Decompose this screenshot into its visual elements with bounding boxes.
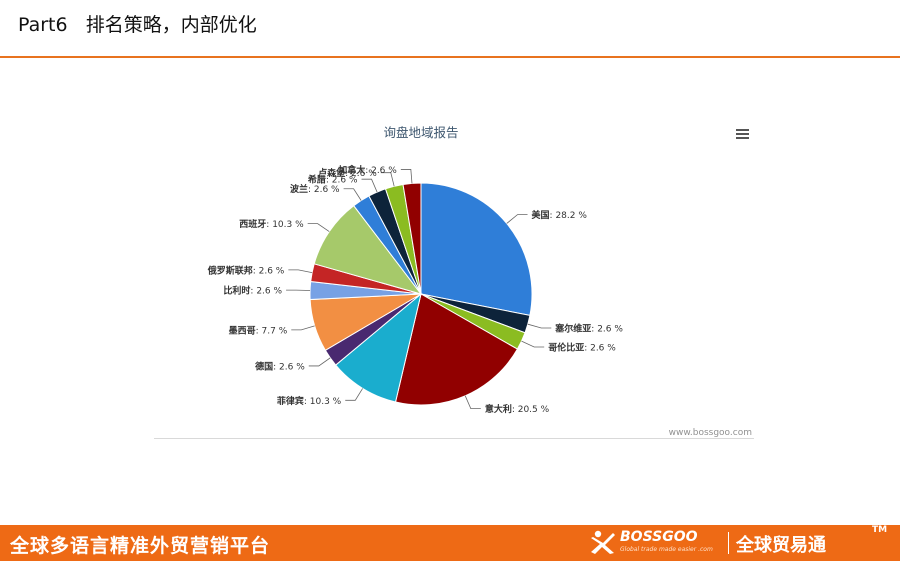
- slice-label: 塞尔维亚: 2.6 %: [555, 322, 623, 334]
- pie-slice[interactable]: [313, 204, 423, 295]
- slice-label-name: 波兰: [290, 183, 308, 195]
- chart-bottom-border: [154, 438, 754, 439]
- slice-label-name: 墨西哥: [229, 325, 256, 336]
- chart-title: 询盘地域报告: [383, 125, 458, 140]
- slice-label-value: : 2.6 %: [365, 166, 397, 176]
- pie-slice[interactable]: [420, 182, 533, 316]
- slice-label-name: 意大利: [485, 403, 512, 415]
- slice-label-name: 德国: [255, 360, 273, 372]
- brand-tagline: Global trade made easier .com: [620, 546, 713, 553]
- header-divider: [0, 56, 900, 58]
- slice-label: 希腊: 2.6 %: [308, 174, 358, 186]
- pie-slice[interactable]: [335, 292, 422, 403]
- bossgoo-x-logo-icon: [591, 530, 615, 554]
- slice-label: 哥伦比亚: 2.6 %: [548, 342, 616, 354]
- slice-label-name: 卢森堡: [318, 167, 345, 179]
- slice-label-value: : 2.6 %: [591, 324, 623, 334]
- brand-name: BOSSGOO: [620, 529, 698, 545]
- label-connector: [400, 169, 413, 184]
- slice-label-name: 哥伦比亚: [548, 342, 584, 354]
- slice-label: 加拿大: 2.6 %: [337, 164, 397, 176]
- slice-label: 俄罗斯联邦: 2.6 %: [207, 264, 285, 276]
- slice-label-name: 西班牙: [239, 218, 266, 230]
- slice-label: 德国: 2.6 %: [255, 360, 305, 372]
- label-connector: [308, 357, 331, 367]
- slice-label: 美国: 28.2 %: [532, 209, 588, 221]
- slice-label-name: 希腊: [308, 174, 326, 186]
- pie-labels: 美国: 28.2 %塞尔维亚: 2.6 %哥伦比亚: 2.6 %意大利: 20.…: [207, 164, 624, 415]
- logo-divider: [728, 532, 729, 554]
- slice-label-name: 比利时: [223, 285, 250, 297]
- slice-label-value: : 2.6 %: [308, 185, 340, 195]
- page-title: Part6 排名策略，内部优化: [18, 14, 257, 36]
- label-connector: [361, 178, 378, 193]
- slice-label-value: : 2.6 %: [273, 362, 305, 372]
- label-connector: [343, 188, 362, 201]
- slice-label: 菲律宾: 10.3 %: [277, 395, 342, 407]
- label-connector: [291, 325, 315, 331]
- footer-slogan: 全球多语言精准外贸营销平台: [10, 535, 271, 557]
- slice-label-value: : 2.6 %: [326, 176, 358, 186]
- slice-label-value: : 2.6 %: [250, 287, 282, 297]
- slice-label-name: 俄罗斯联邦: [207, 264, 253, 276]
- slice-label-value: : 2.6 %: [345, 169, 377, 179]
- slice-label-name: 美国: [532, 209, 550, 221]
- slice-label-value: : 10.3 %: [266, 220, 304, 230]
- pie-chart: 询盘地域报告 美国: 28.2 %塞尔维亚: 2.6 %哥伦比亚: 2.6 %意…: [207, 125, 752, 438]
- slice-label-value: : 2.6 %: [584, 344, 616, 354]
- slice-label-value: : 10.3 %: [304, 397, 342, 407]
- label-connector: [288, 269, 313, 273]
- slice-label-value: : 2.6 %: [253, 266, 285, 276]
- label-connector: [506, 214, 528, 224]
- brand-name-cn: 全球贸易通: [736, 535, 826, 556]
- label-connector: [345, 388, 363, 401]
- slice-label: 卢森堡: 2.6 %: [318, 167, 377, 179]
- slice-label: 墨西哥: 7.7 %: [229, 325, 288, 336]
- pie-slices: [309, 182, 533, 406]
- pie-slice[interactable]: [394, 293, 519, 406]
- footer-bar: 全球多语言精准外贸营销平台 BOSSGOO Global trade made …: [0, 525, 900, 561]
- trademark-mark: TM: [872, 525, 888, 535]
- slice-label: 波兰: 2.6 %: [290, 183, 340, 195]
- slice-label-value: : 7.7 %: [256, 326, 288, 336]
- slice-label-name: 菲律宾: [277, 395, 304, 407]
- label-connector: [527, 323, 552, 329]
- slice-label-value: : 20.5 %: [512, 405, 550, 415]
- slice-label: 意大利: 20.5 %: [485, 403, 550, 415]
- slice-label: 比利时: 2.6 %: [223, 285, 282, 297]
- bossgoo-logo: BOSSGOO Global trade made easier .com 全球…: [590, 525, 890, 559]
- label-connector: [307, 223, 330, 232]
- label-connector: [380, 172, 395, 187]
- hamburger-menu-icon[interactable]: [736, 129, 749, 141]
- label-connector: [521, 340, 545, 348]
- slice-label: 西班牙: 10.3 %: [239, 218, 304, 230]
- chart-credit[interactable]: www.bossgoo.com: [669, 428, 752, 438]
- slice-label-name: 加拿大: [337, 164, 365, 176]
- label-connector: [464, 395, 481, 410]
- slice-label-name: 塞尔维亚: [555, 322, 591, 334]
- slice-label-value: : 28.2 %: [550, 211, 588, 221]
